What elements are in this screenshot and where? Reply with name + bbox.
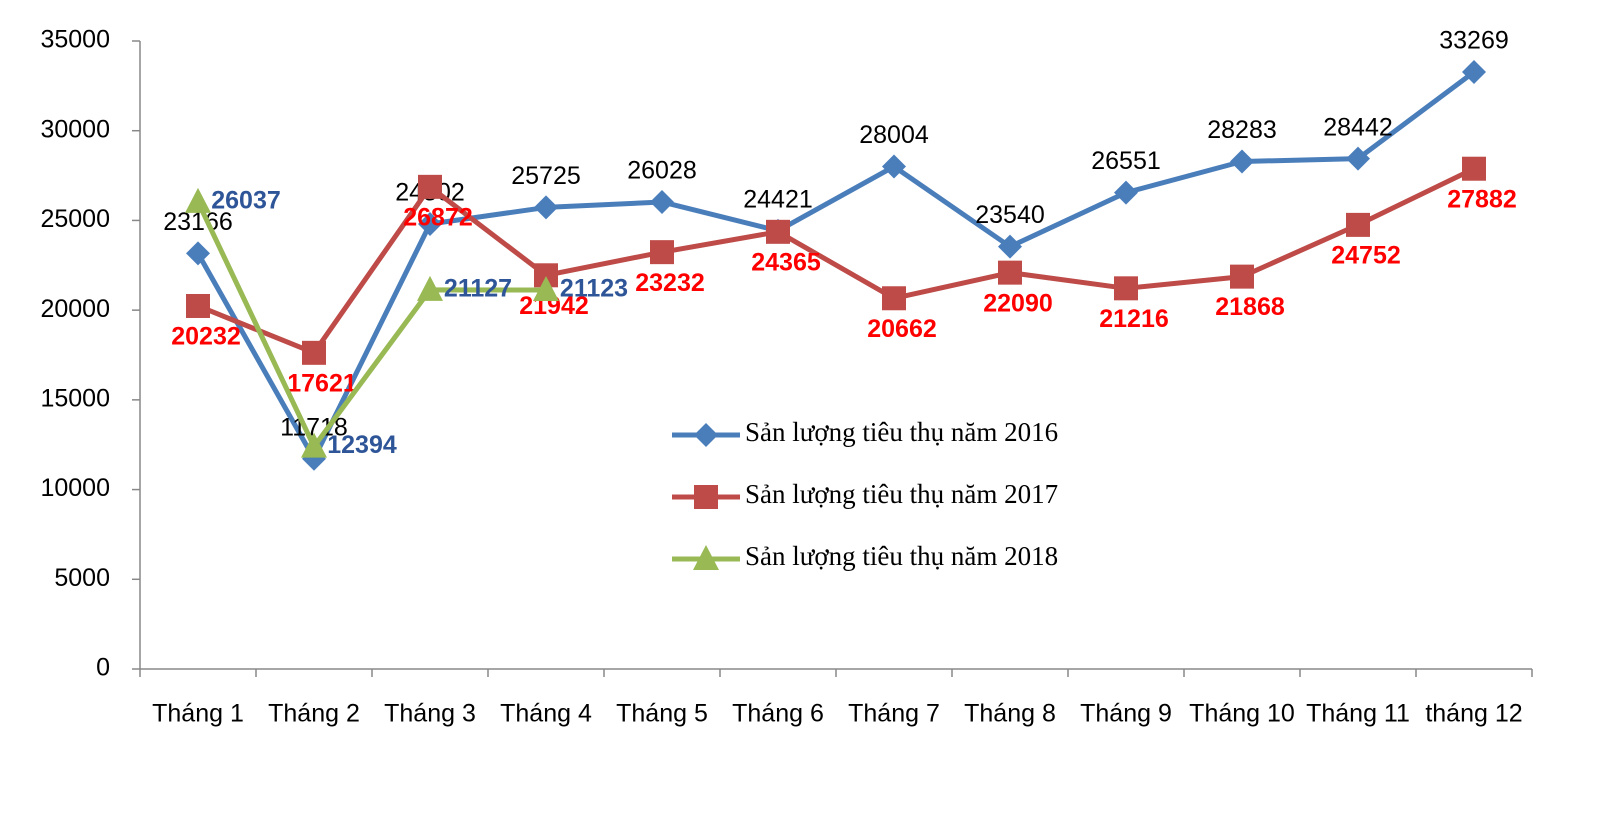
data-label: 23540 [975, 201, 1045, 229]
x-tick-label: Tháng 5 [616, 700, 708, 728]
series-line [195, 70, 1476, 462]
x-tick-label: Tháng 7 [848, 700, 940, 728]
data-label: 20232 [171, 323, 241, 351]
series-line [195, 200, 547, 450]
legend-label: Sản lượng tiêu thụ năm 2016 [745, 417, 1058, 447]
marker [417, 275, 443, 301]
y-tick-label: 5000 [54, 564, 110, 592]
legend-label: Sản lượng tiêu thụ năm 2018 [745, 541, 1058, 571]
x-tick-label: tháng 12 [1425, 700, 1522, 728]
marker [1346, 212, 1370, 237]
x-tick-label: Tháng 4 [500, 700, 592, 728]
marker [998, 260, 1022, 285]
data-label: 26872 [403, 203, 473, 231]
data-label: 26037 [211, 186, 281, 214]
data-label: 22090 [983, 289, 1053, 317]
marker [1462, 60, 1486, 85]
data-label: 21216 [1099, 305, 1169, 333]
marker [1462, 156, 1486, 181]
series-line [197, 166, 1476, 356]
x-tick-label: Tháng 11 [1306, 700, 1410, 728]
y-tick-label: 20000 [40, 295, 110, 323]
y-tick-label: 15000 [40, 384, 110, 412]
marker [186, 241, 210, 266]
marker [302, 340, 326, 365]
data-label: 24752 [1331, 241, 1401, 269]
marker [186, 293, 210, 318]
marker [766, 219, 790, 244]
marker [650, 240, 674, 265]
marker [534, 195, 558, 220]
data-label: 24365 [751, 248, 821, 276]
marker [694, 423, 718, 447]
data-label: 21868 [1215, 293, 1285, 321]
data-label: 26551 [1091, 147, 1161, 175]
marker [694, 485, 718, 509]
marker [1346, 146, 1370, 171]
x-tick-label: Tháng 3 [384, 700, 476, 728]
y-tick-label: 10000 [40, 474, 110, 502]
data-label: 25725 [511, 162, 581, 190]
marker [1114, 180, 1138, 205]
data-label: 24421 [743, 185, 813, 213]
x-tick-label: Tháng 1 [152, 700, 244, 728]
y-tick-label: 0 [96, 654, 110, 682]
marker [418, 174, 442, 199]
y-tick-label: 30000 [40, 115, 110, 143]
marker [998, 234, 1022, 259]
marker [533, 275, 559, 301]
marker [1230, 149, 1254, 174]
data-label: 28004 [859, 121, 929, 149]
data-label: 21127 [444, 275, 512, 303]
marker [693, 545, 719, 570]
data-label: 20662 [867, 315, 937, 343]
marker [301, 432, 327, 458]
data-label: 33269 [1439, 27, 1509, 55]
y-tick-label: 25000 [40, 205, 110, 233]
x-tick-label: Tháng 9 [1080, 700, 1172, 728]
marker [185, 187, 211, 213]
x-tick-label: Tháng 2 [268, 700, 360, 728]
x-tick-label: Tháng 6 [732, 700, 824, 728]
marker [882, 286, 906, 311]
marker [1114, 276, 1138, 301]
marker [418, 211, 442, 236]
y-tick-label: 35000 [40, 26, 110, 54]
data-label: 28442 [1323, 113, 1393, 141]
x-tick-label: Tháng 8 [964, 700, 1056, 728]
marker [650, 189, 674, 214]
data-label: 21123 [560, 275, 628, 303]
x-tick-label: Tháng 10 [1189, 700, 1295, 728]
data-label: 28283 [1207, 116, 1277, 144]
data-label: 23232 [635, 269, 705, 297]
marker [882, 154, 906, 179]
data-label: 27882 [1447, 185, 1517, 213]
data-label: 12394 [327, 431, 397, 459]
data-label: 17621 [287, 369, 357, 397]
marker [1230, 264, 1254, 289]
legend-label: Sản lượng tiêu thụ năm 2017 [745, 479, 1058, 509]
data-label: 26028 [627, 157, 697, 185]
